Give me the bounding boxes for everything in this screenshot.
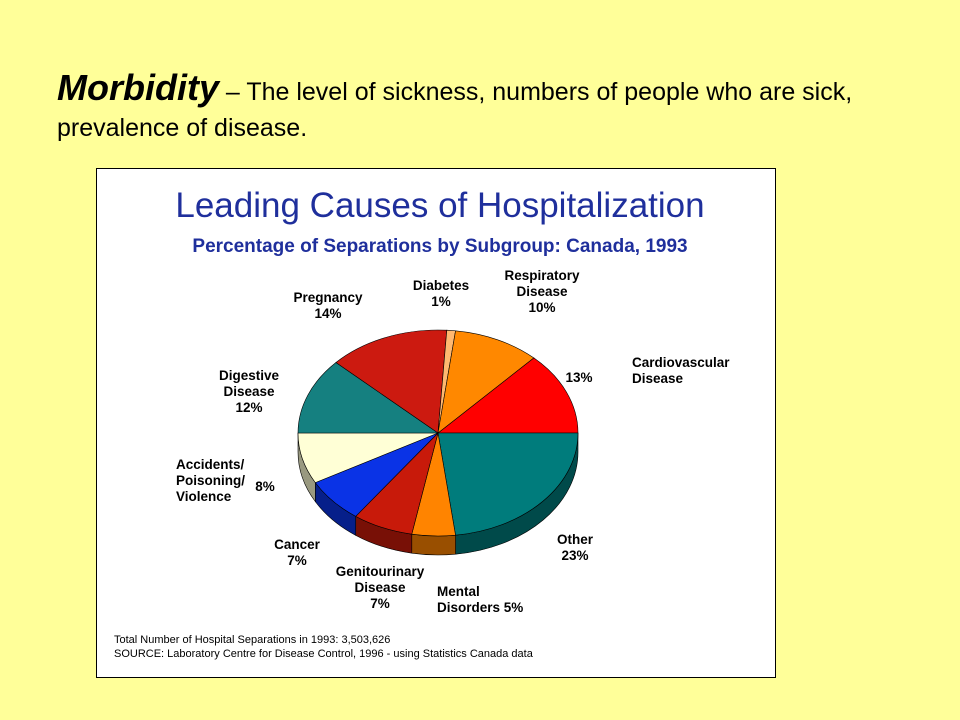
slice-label-6: Accidents/Poisoning/Violence xyxy=(176,457,245,504)
pie-slice-2 xyxy=(437,432,579,536)
heading-term: Morbidity xyxy=(57,67,219,108)
pie-slice-8 xyxy=(335,329,448,434)
slice-label-10: Respiratory Disease 10% xyxy=(504,268,580,315)
pie-slice-1 xyxy=(437,357,579,434)
chart-panel: Leading Causes of Hospitalization Percen… xyxy=(96,168,776,678)
slice-label-7: Digestive Disease 12% xyxy=(219,368,280,415)
pie-slice-7 xyxy=(297,362,439,434)
slice-labels-group: Cardiovascular Disease 13% Other 23% Mental Di… xyxy=(176,268,730,615)
pie-slices-group xyxy=(297,329,579,556)
slice-label-4: Genitourinary Disease 7% xyxy=(336,564,425,611)
slice-value-6: 8% xyxy=(255,479,275,494)
chart-title: Leading Causes of Hospitalization xyxy=(175,186,704,225)
slice-label-2: Other 23% xyxy=(557,532,594,563)
pie-slice-10 xyxy=(437,330,535,434)
slice-label-1: Cardiovascular Disease xyxy=(632,355,730,386)
footnote-source: SOURCE: Laboratory Centre for Disease Co… xyxy=(114,648,534,660)
pie-slice-side-3 xyxy=(411,533,456,556)
footnote-total: Total Number of Hospital Separations in … xyxy=(114,634,390,646)
chart-subtitle: Percentage of Separations by Subgroup: C… xyxy=(192,236,687,257)
pie-chart: Leading Causes of Hospitalization Percen… xyxy=(114,186,730,660)
slide-heading: Morbidity – The level of sickness, numbe… xyxy=(57,70,937,146)
slice-label-3: Mental Disorders 5% xyxy=(437,584,523,615)
slice-label-9: Diabetes 1% xyxy=(413,278,469,309)
slice-label-8: Pregnancy 14% xyxy=(293,290,363,321)
slice-value-1: 13% xyxy=(565,370,592,385)
slice-label-5: Cancer 7% xyxy=(274,537,321,568)
heading-definition: – The level of sickness, numbers of peop… xyxy=(57,78,853,142)
